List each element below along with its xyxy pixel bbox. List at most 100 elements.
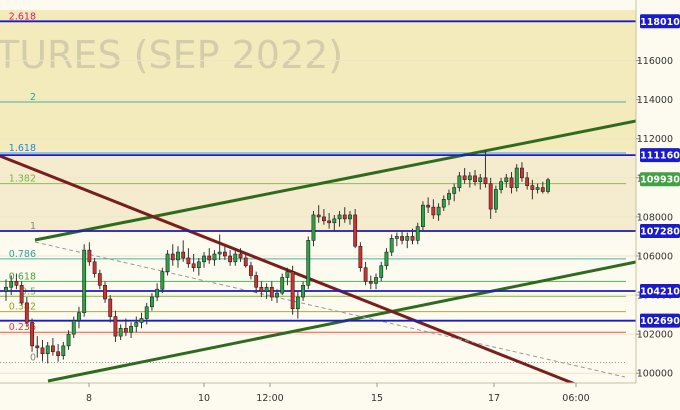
- candle[interactable]: [259, 281, 264, 298]
- candle[interactable]: [155, 283, 160, 301]
- candle[interactable]: [264, 283, 269, 299]
- candle[interactable]: [50, 338, 55, 356]
- price-tag[interactable]: 107280: [640, 223, 680, 238]
- candle[interactable]: [421, 201, 425, 231]
- candle[interactable]: [280, 273, 285, 296]
- candle[interactable]: [441, 195, 446, 212]
- channel-upper-trendline[interactable]: [34, 119, 637, 242]
- candle[interactable]: [176, 246, 180, 268]
- candle[interactable]: [499, 177, 504, 194]
- candle[interactable]: [426, 197, 431, 213]
- candle[interactable]: [30, 318, 34, 352]
- price-tag[interactable]: 111160: [640, 148, 680, 163]
- candle[interactable]: [504, 173, 509, 188]
- candle[interactable]: [40, 340, 45, 362]
- candle[interactable]: [379, 261, 384, 282]
- candle[interactable]: [353, 209, 358, 249]
- candle[interactable]: [228, 250, 233, 266]
- candle[interactable]: [150, 293, 154, 311]
- candle[interactable]: [400, 230, 404, 245]
- candle[interactable]: [384, 248, 389, 270]
- candle[interactable]: [467, 171, 472, 188]
- candle[interactable]: [9, 275, 14, 296]
- candle[interactable]: [306, 236, 311, 290]
- candle[interactable]: [170, 244, 175, 266]
- candle[interactable]: [337, 211, 342, 227]
- candle[interactable]: [509, 171, 514, 194]
- candle[interactable]: [447, 189, 451, 206]
- candle[interactable]: [123, 318, 128, 337]
- candle[interactable]: [66, 330, 71, 350]
- candle[interactable]: [233, 248, 238, 266]
- candle[interactable]: [238, 248, 243, 262]
- candle[interactable]: [436, 203, 441, 221]
- candle[interactable]: [103, 281, 107, 303]
- candle[interactable]: [129, 322, 133, 339]
- candle[interactable]: [254, 271, 259, 294]
- candle[interactable]: [87, 242, 92, 266]
- candle[interactable]: [415, 222, 420, 245]
- candle[interactable]: [431, 199, 436, 219]
- candle[interactable]: [488, 177, 493, 219]
- candle[interactable]: [212, 250, 217, 266]
- candle[interactable]: [118, 324, 123, 341]
- candle[interactable]: [462, 168, 467, 184]
- candle[interactable]: [546, 177, 550, 194]
- candle[interactable]: [14, 273, 19, 290]
- candle[interactable]: [61, 341, 66, 360]
- candle[interactable]: [493, 185, 498, 213]
- candle[interactable]: [483, 150, 488, 188]
- candle[interactable]: [139, 312, 144, 329]
- candle[interactable]: [389, 234, 394, 256]
- candle[interactable]: [160, 267, 165, 294]
- candle[interactable]: [358, 242, 363, 272]
- candle[interactable]: [77, 306, 81, 329]
- candle[interactable]: [186, 248, 191, 268]
- candle[interactable]: [535, 183, 540, 194]
- price-tag[interactable]: 118010: [640, 14, 680, 29]
- candle[interactable]: [108, 295, 113, 323]
- candle[interactable]: [316, 205, 321, 223]
- candle[interactable]: [45, 341, 50, 364]
- candle[interactable]: [311, 211, 316, 247]
- price-tag[interactable]: 102690: [640, 313, 680, 328]
- candle[interactable]: [144, 302, 149, 325]
- candle[interactable]: [275, 289, 279, 303]
- candle[interactable]: [290, 265, 295, 315]
- price-tag[interactable]: 104210: [640, 283, 680, 298]
- candle[interactable]: [327, 212, 332, 229]
- candle[interactable]: [332, 214, 337, 231]
- candle[interactable]: [342, 207, 347, 223]
- candle[interactable]: [525, 171, 530, 190]
- candle[interactable]: [514, 164, 519, 192]
- candle[interactable]: [374, 273, 378, 290]
- candlestick-series[interactable]: [4, 150, 550, 364]
- candle[interactable]: [4, 279, 8, 301]
- candle[interactable]: [202, 252, 206, 268]
- candle[interactable]: [410, 228, 415, 245]
- candle[interactable]: [540, 181, 545, 194]
- candle[interactable]: [19, 281, 24, 305]
- candle[interactable]: [363, 261, 368, 286]
- candle[interactable]: [295, 291, 300, 319]
- candle[interactable]: [269, 281, 274, 301]
- candle[interactable]: [191, 254, 196, 272]
- candle[interactable]: [394, 232, 399, 247]
- candle[interactable]: [249, 261, 253, 280]
- candle[interactable]: [35, 336, 40, 358]
- candle[interactable]: [452, 183, 457, 202]
- price-tag[interactable]: 109930: [640, 172, 680, 187]
- candle[interactable]: [82, 244, 87, 317]
- candle[interactable]: [217, 234, 222, 260]
- candle[interactable]: [368, 275, 373, 290]
- candle[interactable]: [92, 257, 97, 278]
- candle[interactable]: [321, 209, 326, 225]
- candle[interactable]: [181, 240, 186, 262]
- candle[interactable]: [348, 211, 352, 225]
- candle[interactable]: [243, 254, 248, 268]
- candle[interactable]: [301, 281, 305, 301]
- candle[interactable]: [457, 171, 462, 192]
- candle[interactable]: [473, 170, 477, 186]
- candle[interactable]: [71, 316, 76, 339]
